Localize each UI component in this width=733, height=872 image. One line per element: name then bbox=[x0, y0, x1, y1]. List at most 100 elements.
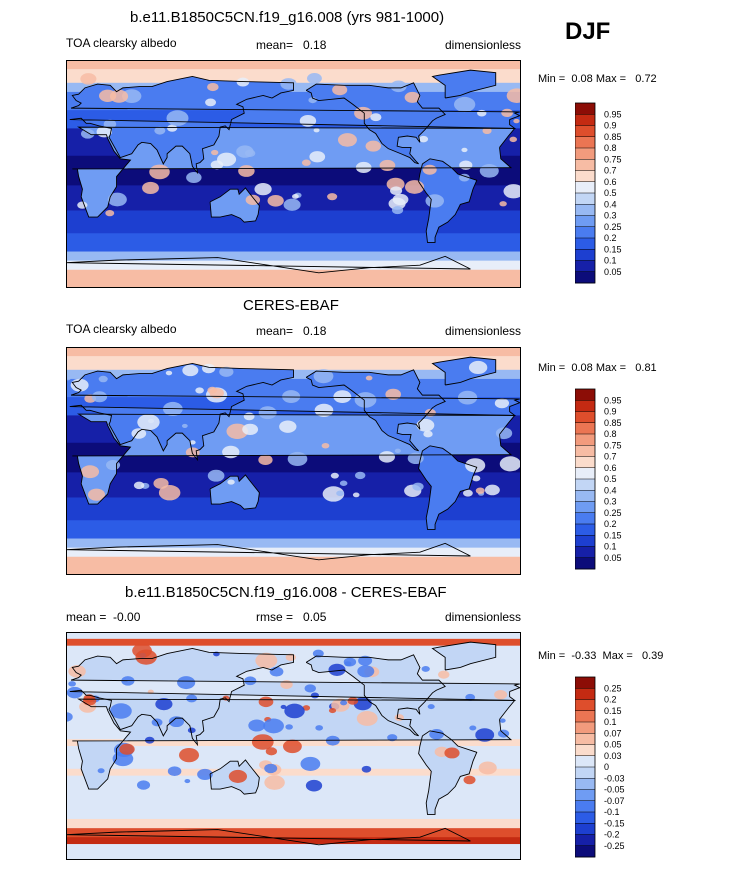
panel3-field-patch bbox=[187, 727, 196, 734]
panel2-field-patch bbox=[243, 412, 255, 421]
panel3-colorbar-label: -0.1 bbox=[604, 807, 620, 817]
panel2-colorbar-label: 0.95 bbox=[604, 395, 622, 405]
panel1-coastline bbox=[69, 76, 521, 175]
panel1-field-patch bbox=[422, 164, 437, 175]
panel2-min-value: 0.08 bbox=[571, 362, 593, 374]
panel3-colorbar-label: 0.25 bbox=[604, 683, 622, 693]
panel2-field-patch bbox=[365, 375, 373, 381]
panel3-field-patch bbox=[478, 761, 497, 775]
panel2-field-patch bbox=[352, 492, 360, 498]
panel1-field-patch bbox=[122, 89, 142, 104]
panel3-anomaly-band bbox=[66, 828, 521, 840]
panel3-field-patch bbox=[353, 697, 372, 711]
panel3-colorbar-label: 0.15 bbox=[604, 706, 622, 716]
panel1-colorbar-swatch bbox=[575, 181, 595, 194]
panel3-land-fill bbox=[69, 648, 520, 745]
panel2-field-patch bbox=[207, 469, 225, 482]
panel2-colorbar-swatch bbox=[575, 490, 595, 502]
panel2-land-fill bbox=[69, 363, 520, 460]
panel2-field-patch bbox=[227, 479, 235, 485]
panel1-field-patch bbox=[313, 128, 320, 133]
panel2-field-patch bbox=[158, 485, 181, 501]
panel1-field-patch bbox=[299, 114, 317, 127]
panel2-field-patch bbox=[80, 465, 100, 479]
panel2-colorbar-label: 0.6 bbox=[604, 463, 617, 473]
panel3-field-patch bbox=[263, 718, 284, 734]
panel3-field-patch bbox=[494, 690, 508, 700]
panel3-colorbar-swatch bbox=[575, 755, 595, 768]
panel3-mean-label: mean = bbox=[66, 610, 107, 624]
panel3-rmse-value: 0.05 bbox=[303, 610, 327, 624]
panel2-colorbar-label: 0.2 bbox=[604, 519, 617, 529]
panel2-field-patch bbox=[330, 472, 339, 479]
panel1-max-label: Max = bbox=[595, 73, 627, 85]
panel1-colorbar-swatch bbox=[575, 125, 595, 138]
panel3-field-patch bbox=[280, 680, 293, 689]
panel2-field-patch bbox=[222, 445, 240, 459]
panel2-field-patch bbox=[499, 456, 521, 472]
panel2-colorbar-label: 0.75 bbox=[604, 440, 622, 450]
panel2-colorbar-label: 0.85 bbox=[604, 418, 622, 428]
panel3-land-fill bbox=[306, 654, 446, 736]
panel3-field-patch bbox=[228, 769, 248, 783]
panel1-colorbar: 0.95 0.9 0.85 0.8 0.75 0.7 0.6 0.5 0.4 0.3 0.25 0.2… bbox=[574, 102, 635, 284]
panel2-field-patch bbox=[354, 392, 377, 408]
panel1-field-patch bbox=[283, 198, 301, 211]
panel2-mean-label: mean= bbox=[256, 324, 294, 338]
panel1-colorbar-swatch bbox=[575, 136, 595, 149]
panel3-field-patch bbox=[328, 708, 337, 714]
panel1-field-patch bbox=[482, 127, 492, 135]
panel1-field-patch bbox=[166, 110, 189, 126]
panel3-colorbar-label: -0.25 bbox=[604, 841, 625, 851]
panel1-colorbar-swatch bbox=[575, 103, 595, 115]
panel1-mean: mean= 0.18 bbox=[256, 38, 326, 52]
panel2-field-patch bbox=[287, 451, 308, 467]
panel3-colorbar-swatch bbox=[575, 834, 595, 847]
panel3-field-patch bbox=[357, 665, 375, 678]
panel2-field-patch bbox=[66, 376, 71, 381]
panel2-field-patch bbox=[181, 423, 188, 429]
panel3-min-label: Min = bbox=[538, 650, 566, 662]
panel2-field-patch bbox=[322, 486, 345, 502]
panel1-field-patch bbox=[167, 124, 178, 132]
panel3-anomaly-band bbox=[66, 768, 521, 776]
panel2-field-patch bbox=[468, 360, 488, 375]
panel3-colorbar-label: -0.03 bbox=[604, 773, 625, 783]
panel1-colorbar-label: 0.15 bbox=[604, 244, 622, 254]
panel2-colorbar-svg: 0.95 0.90.850.80.75 0.70.60.50.4 0.30.250.2… bbox=[574, 388, 622, 570]
panel3-field-patch bbox=[258, 696, 274, 708]
panel3-anomaly-band bbox=[66, 818, 521, 829]
panel3-field-patch bbox=[284, 703, 305, 719]
panel1-zonal-band bbox=[66, 233, 521, 253]
panel3-coastline bbox=[72, 698, 516, 790]
panel3-field-patch bbox=[469, 725, 477, 731]
panel2-field-patch bbox=[226, 423, 249, 439]
panel1-field-patch bbox=[404, 180, 425, 194]
panel1-colorbar-swatch bbox=[575, 148, 595, 160]
panel2-field-patch bbox=[209, 388, 224, 399]
panel2-field-patch bbox=[333, 390, 352, 403]
panel1-field-patch bbox=[205, 98, 217, 107]
panel3-title: b.e11.B1850C5CN.f19_g16.008 - CERES-EBAF bbox=[125, 584, 447, 601]
panel2-field-patch bbox=[165, 370, 173, 376]
panel2-field-patch bbox=[336, 490, 345, 497]
panel1-field-patch bbox=[477, 109, 487, 117]
panel2-field-patch bbox=[463, 489, 473, 497]
panel3-field-patch bbox=[429, 729, 444, 740]
panel3-field-patch bbox=[361, 765, 372, 773]
panel2-coastline bbox=[305, 369, 446, 452]
panel3-colorbar-swatch bbox=[575, 677, 595, 689]
panel3-field-patch bbox=[136, 780, 151, 790]
panel3-anomaly-band bbox=[66, 638, 521, 646]
panel2-field-patch bbox=[394, 448, 401, 454]
panel3-colorbar-label: 0.05 bbox=[604, 740, 622, 750]
panel1-land-fill bbox=[210, 187, 260, 223]
panel3-rmse-label: rmse = bbox=[256, 610, 294, 624]
panel1-field-patch bbox=[506, 88, 521, 103]
panel3-field-patch bbox=[304, 684, 316, 693]
panel2-colorbar-swatch bbox=[575, 467, 595, 480]
panel3-field-patch bbox=[68, 681, 76, 687]
panel2-field-patch bbox=[88, 488, 106, 501]
panel1-field-patch bbox=[109, 89, 129, 103]
panel2-field-patch bbox=[91, 391, 108, 403]
